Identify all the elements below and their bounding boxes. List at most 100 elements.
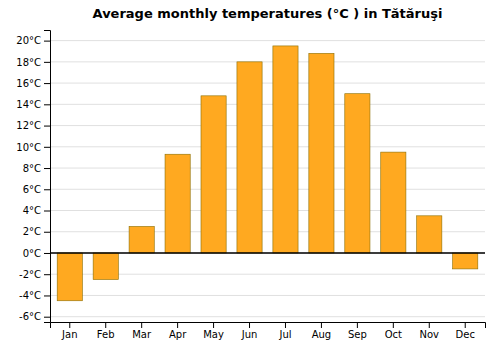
y-tick: 20°C: [16, 35, 50, 46]
x-tick: Dec: [456, 322, 475, 340]
bar: [57, 253, 82, 301]
x-tick-label: Oct: [385, 329, 402, 340]
y-axis: -6°C -4°C -2°C 0°C 2°C 4°C 6°C 8°C 10°C 12°C 14°C 1…: [16, 31, 50, 323]
y-tick-label: 16°C: [16, 78, 41, 89]
grid-line: [50, 61, 485, 62]
y-tick-mark: [44, 189, 50, 190]
y-tick-label: -2°C: [19, 269, 41, 280]
y-tick-label: 10°C: [16, 142, 41, 153]
y-tick-mark: [44, 274, 50, 275]
bar: [93, 253, 118, 280]
x-tick: Jun: [241, 322, 258, 340]
x-tick: Jan: [61, 322, 77, 340]
grid-line: [50, 125, 485, 126]
grid: [50, 41, 485, 317]
bar: [201, 96, 226, 253]
x-tick-mark: [465, 322, 466, 328]
x-tick-mark: [249, 322, 250, 328]
grid-line: [50, 316, 485, 317]
x-tick-label: May: [203, 329, 224, 340]
bar: [237, 62, 262, 253]
grid-line: [50, 168, 485, 169]
y-tick-mark: [44, 232, 50, 233]
y-tick: 14°C: [16, 99, 50, 110]
y-tick-mark: [44, 41, 50, 42]
grid-line: [50, 146, 485, 147]
x-tick-mark: [393, 322, 394, 328]
y-tick-label: 0°C: [23, 248, 41, 259]
x-tick-mark: [357, 322, 358, 328]
x-axis-line: [51, 323, 486, 329]
plot-area: [50, 46, 485, 301]
bar: [129, 226, 154, 253]
y-tick: -4°C: [19, 290, 50, 301]
y-tick-mark: [44, 317, 50, 318]
y-tick-label: 12°C: [16, 120, 41, 131]
x-tick: Jul: [278, 322, 291, 340]
y-tick-mark: [44, 126, 50, 127]
grid-line: [50, 295, 485, 296]
bar: [273, 46, 298, 253]
y-tick: 8°C: [23, 163, 50, 174]
y-tick: 18°C: [16, 57, 50, 68]
grid-line: [50, 104, 485, 105]
x-tick-mark: [429, 322, 430, 328]
x-tick: Mar: [132, 322, 152, 340]
x-tick: Apr: [169, 322, 187, 340]
y-tick-mark: [44, 147, 50, 148]
bar: [345, 94, 370, 253]
y-tick-label: 2°C: [23, 226, 41, 237]
y-tick-label: -4°C: [19, 290, 41, 301]
y-tick: 2°C: [23, 226, 50, 237]
x-tick-mark: [213, 322, 214, 328]
y-tick-mark: [44, 62, 50, 63]
x-tick-label: Jan: [61, 329, 77, 340]
x-tick: Nov: [420, 322, 440, 340]
y-tick-mark: [44, 104, 50, 105]
y-tick: -2°C: [19, 269, 50, 280]
y-tick-mark: [44, 253, 50, 254]
y-tick-mark: [44, 211, 50, 212]
bar: [453, 253, 478, 269]
title: Average monthly temperatures (°C ) in Tă…: [93, 6, 443, 21]
y-axis-line: [44, 31, 51, 323]
x-tick-label: Mar: [132, 329, 152, 340]
x-tick-label: Aug: [312, 329, 332, 340]
bar: [417, 216, 442, 253]
y-tick: 6°C: [23, 184, 50, 195]
x-tick-label: Dec: [456, 329, 475, 340]
x-axis: Jan Feb Mar Apr May Jun Jul Aug Sep Oct Nov Dec: [51, 322, 486, 340]
x-tick-label: Feb: [97, 329, 115, 340]
y-tick-label: 4°C: [23, 205, 41, 216]
x-tick-mark: [141, 322, 142, 328]
y-tick: -6°C: [19, 311, 50, 322]
x-tick-label: Jul: [278, 329, 291, 340]
y-tick-mark: [44, 168, 50, 169]
x-tick-mark: [105, 322, 106, 328]
x-tick: May: [203, 322, 224, 340]
x-tick: Aug: [312, 322, 332, 340]
x-tick-mark: [69, 322, 70, 328]
x-tick-mark: [177, 322, 178, 328]
bar: [165, 154, 190, 253]
y-tick-label: -6°C: [19, 311, 41, 322]
y-tick-label: 20°C: [16, 35, 41, 46]
y-tick-mark: [44, 83, 50, 84]
zero-line: [50, 252, 485, 254]
x-tick-mark: [321, 322, 322, 328]
grid-line: [50, 40, 485, 41]
x-tick: Feb: [97, 322, 115, 340]
x-tick-label: Sep: [348, 329, 367, 340]
y-tick-label: 6°C: [23, 184, 41, 195]
grid-line: [50, 189, 485, 190]
y-tick: 4°C: [23, 205, 50, 216]
x-tick: Oct: [385, 322, 402, 340]
bar: [381, 152, 406, 253]
y-tick: 10°C: [16, 142, 50, 153]
x-tick-label: Jun: [241, 329, 258, 340]
y-tick-label: 14°C: [16, 99, 41, 110]
grid-line: [50, 210, 485, 211]
grid-line: [50, 83, 485, 84]
x-tick-mark: [285, 322, 286, 328]
y-tick: 16°C: [16, 78, 50, 89]
